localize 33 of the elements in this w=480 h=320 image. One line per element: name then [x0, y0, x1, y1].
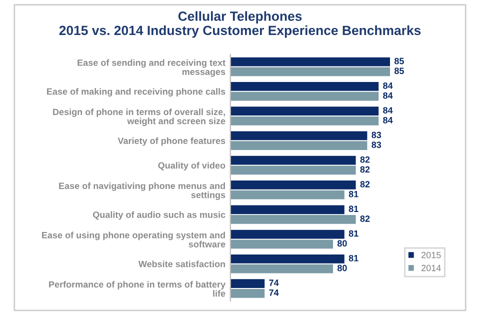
data-label: 82	[360, 216, 370, 222]
legend-label: 2015	[422, 252, 441, 258]
data-label: 81	[348, 254, 358, 262]
chart-title: Cellular Telephones 2015 vs. 2014 Industry Customer Experience Benchmarks	[59, 11, 421, 38]
data-label: 85	[394, 58, 404, 64]
y-tick-label: Website satisfaction	[138, 260, 225, 268]
data-label: 80	[337, 240, 347, 247]
data-label: 74	[269, 290, 279, 296]
y-tick-label: Variety of phone features	[118, 137, 226, 146]
data-label: 83	[372, 142, 382, 148]
legend-label: 2014	[422, 264, 441, 272]
data-label: 84	[383, 116, 393, 124]
y-tick-label: Performance of phone in terms of battery life	[49, 281, 226, 297]
data-label: 83	[372, 132, 382, 138]
y-tick-label: Ease of sending and receiving text messages	[78, 59, 226, 77]
y-tick-label: Ease of navigativing phone menus and settings	[59, 182, 226, 200]
data-label: 81	[348, 206, 358, 212]
data-label: 82	[360, 156, 370, 163]
data-label: 84	[383, 107, 393, 114]
y-tick-label: Quality of video	[158, 162, 226, 170]
data-label: 81	[348, 230, 358, 237]
y-tick-label: Quality of audio such as music	[92, 211, 226, 220]
y-tick-label: Ease of making and receiving phone calls	[47, 88, 226, 97]
y-tick-label: Ease of using phone operating system and software	[42, 232, 226, 248]
data-label: 80	[337, 264, 347, 272]
data-label: 81	[348, 190, 358, 198]
data-label: 84	[383, 92, 393, 99]
data-label: 84	[383, 82, 393, 89]
y-tick-label: Design of phone in terms of overall size, weight and screen size	[53, 108, 226, 126]
data-label: 85	[394, 68, 404, 74]
data-label: 74	[269, 280, 279, 286]
data-label: 82	[360, 166, 370, 173]
data-label: 82	[360, 181, 370, 188]
